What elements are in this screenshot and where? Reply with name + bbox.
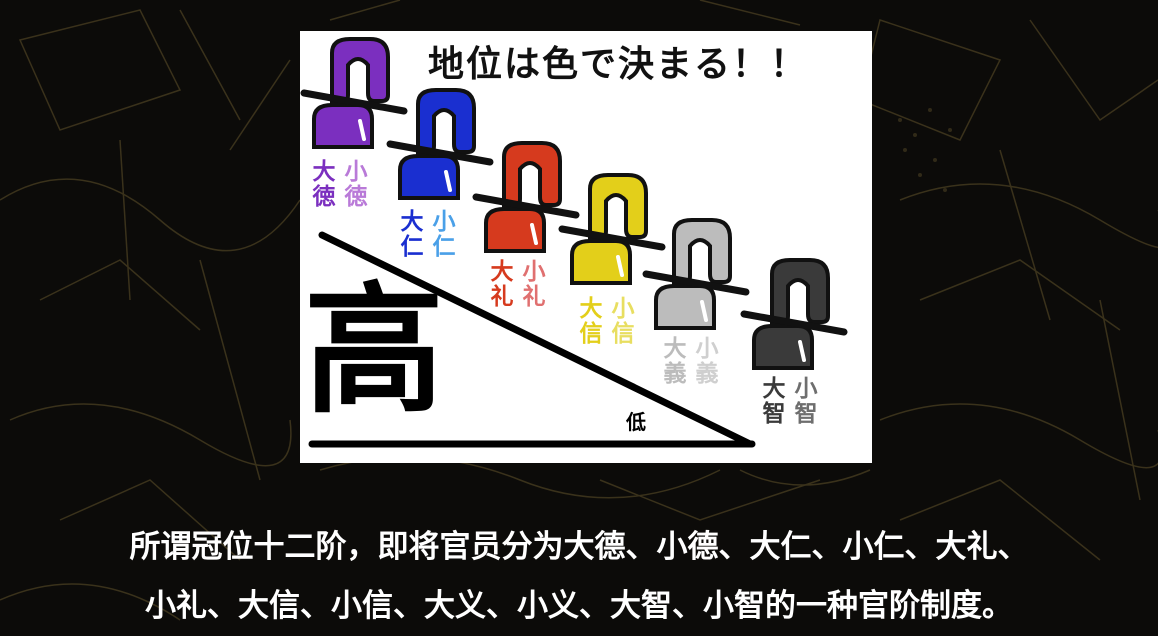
rank-great-label: 大信 [579, 295, 603, 347]
rank-small-label: 小仁 [432, 208, 456, 260]
rank-small-label: 小徳 [344, 158, 368, 210]
high-label: 高 [304, 269, 445, 433]
low-label: 低 [626, 410, 646, 434]
rank-small-label: 小礼 [522, 258, 546, 310]
illustration-panel: 地位は色で決まる！！ 高 低 大徳 小徳 大仁 小仁 大礼 小礼 大信 小信 大… [300, 31, 872, 463]
rank-small-label: 小義 [695, 335, 719, 387]
court-cap-icon [740, 258, 848, 370]
court-cap-icon [386, 88, 494, 200]
rank-great-label: 大仁 [400, 208, 424, 260]
court-cap-icon [472, 141, 580, 253]
rank-great-label: 大義 [663, 335, 687, 387]
caption-line-1: 所谓冠位十二阶，即将官员分为大德、小德、大仁、小仁、大礼、 [129, 529, 1029, 565]
rank-small-label: 小信 [611, 295, 635, 347]
slide-title: 地位は色で決まる！！ [428, 43, 809, 85]
court-cap-icon [300, 37, 408, 149]
hats-illustration [300, 37, 848, 448]
rank-great-label: 大徳 [312, 158, 336, 210]
court-cap-icon [558, 173, 666, 285]
caption-line-2: 小礼、大信、小信、大义、小义、大智、小智的一种官阶制度。 [145, 588, 1013, 624]
rank-great-label: 大礼 [490, 258, 514, 310]
rank-great-label: 大智 [762, 375, 786, 427]
slope-line [318, 231, 754, 448]
rank-small-label: 小智 [794, 375, 818, 427]
court-cap-icon [642, 218, 750, 330]
